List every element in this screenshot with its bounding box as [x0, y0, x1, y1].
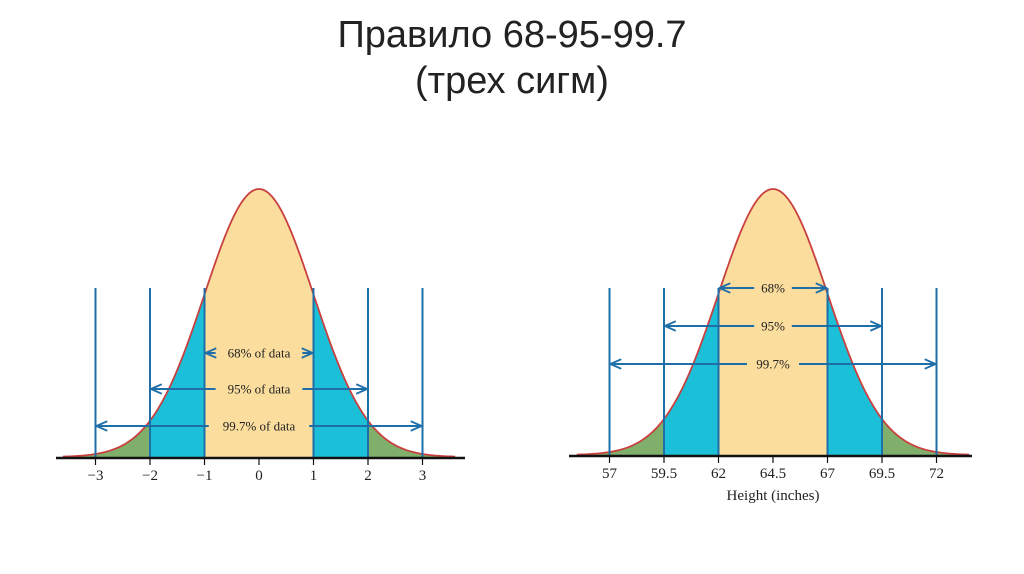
- tail-region-right: [882, 419, 970, 455]
- x-axis-title: Height (inches): [727, 488, 820, 504]
- title-line-1: Правило 68-95-99.7: [337, 14, 687, 56]
- x-tick-label: 72: [929, 466, 944, 482]
- x-tick-label: 1: [310, 468, 318, 484]
- band-label: 68% of data: [228, 346, 291, 361]
- tail-region-left: [62, 420, 150, 457]
- x-tick-label: 59.5: [651, 466, 677, 482]
- x-tick-label: 67: [820, 466, 836, 482]
- x-tick-label: 3: [419, 468, 427, 484]
- x-tick-label: 69.5: [869, 466, 895, 482]
- chart-height-normal: 57 59.5 62 64.5 67 69.5 72 Height (inches) 68% 95…: [569, 188, 972, 504]
- band-label: 95% of data: [228, 382, 291, 397]
- title-line-2: (трех сигм): [415, 60, 609, 102]
- center-region: [204, 189, 314, 457]
- density-curve: [576, 188, 970, 456]
- x-tick-label: 64.5: [760, 466, 786, 482]
- x-tick-label: −2: [142, 468, 158, 484]
- x-tick-label: 2: [364, 468, 372, 484]
- center-region: [718, 189, 828, 455]
- tail-region-right: [368, 420, 456, 457]
- band-label: 68%: [761, 281, 785, 296]
- band-label: 99.7% of data: [223, 419, 296, 434]
- tail-region-left: [576, 419, 664, 455]
- x-tick-label: −3: [88, 468, 104, 484]
- chart-standard-normal: −3 −2 −1 0 1 2 3 68% of data 95% of data 99.7% of…: [56, 188, 465, 484]
- density-curve: [62, 188, 456, 458]
- band-label: 99.7%: [756, 357, 790, 372]
- x-tick-label: 62: [711, 466, 726, 482]
- slide-title: Правило 68-95-99.7 (трех сигм): [0, 12, 1024, 104]
- x-tick-label: −1: [197, 468, 213, 484]
- x-tick-label: 0: [255, 468, 263, 484]
- band-label: 95%: [761, 319, 785, 334]
- x-tick-label: 57: [602, 466, 618, 482]
